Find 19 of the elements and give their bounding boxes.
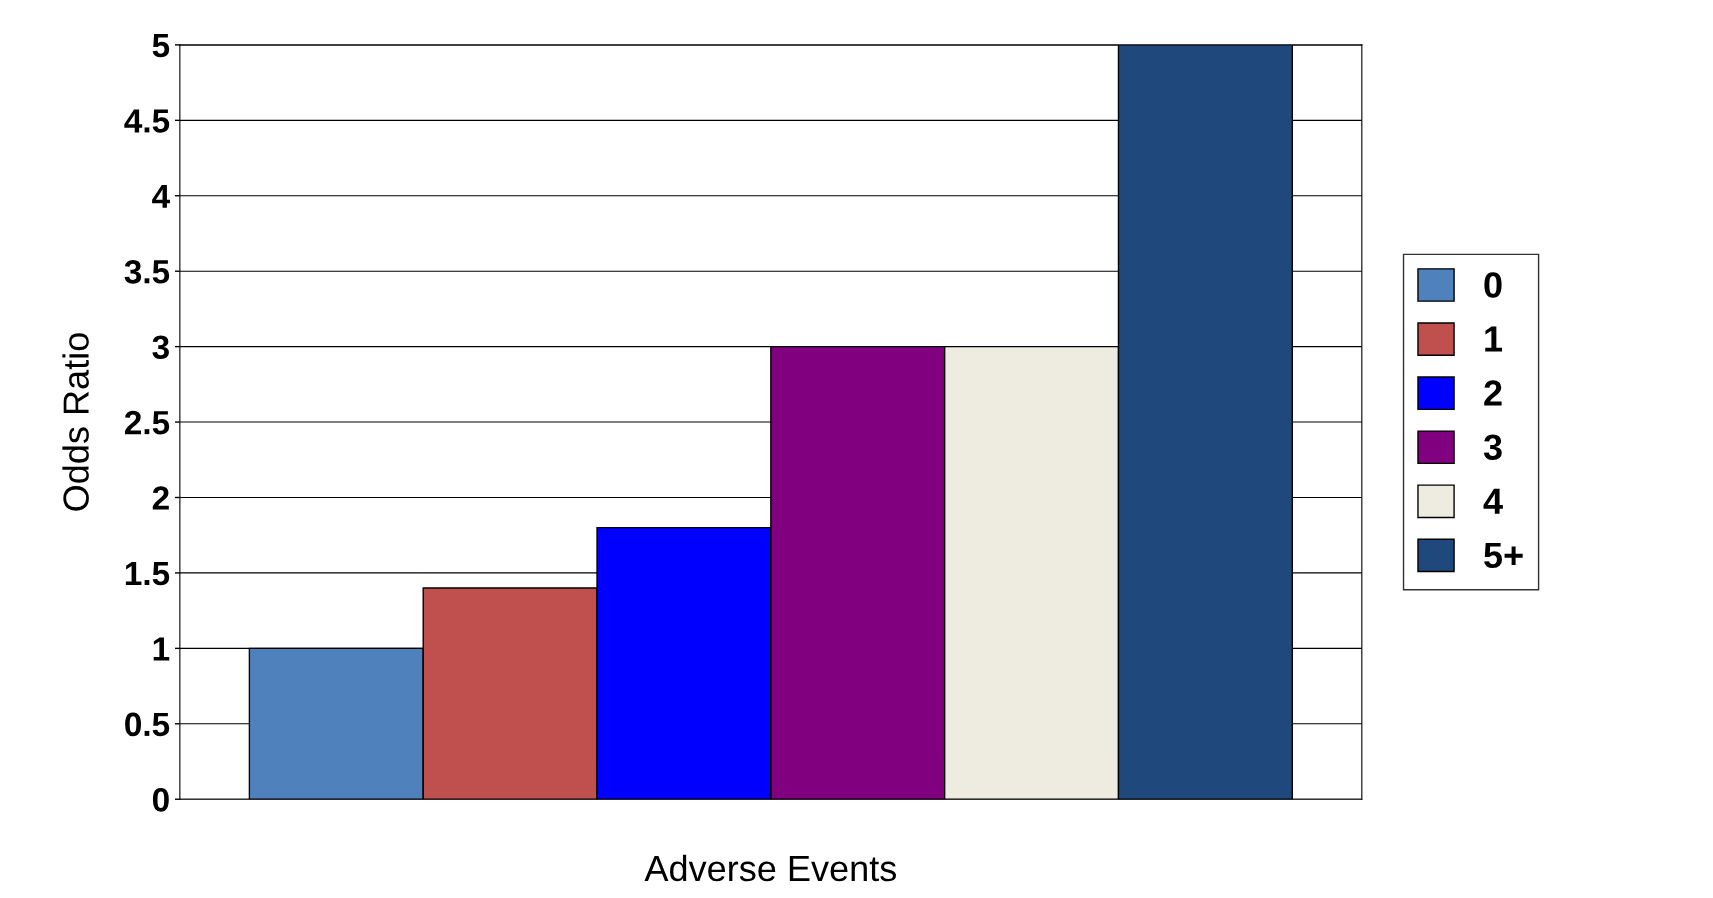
x-axis-title: Adverse Events [644, 854, 896, 882]
y-tick-label: 0 [152, 788, 169, 812]
y-tick-label: 2.5 [124, 410, 170, 435]
y-tick-label: 4 [152, 184, 170, 208]
y-tick-label: 1.5 [125, 562, 170, 586]
y-tick-label: 4.5 [124, 109, 170, 133]
legend-label: 1 [1485, 326, 1503, 352]
y-tick-label: 2 [152, 486, 169, 510]
y-tick-label: 5 [152, 34, 170, 58]
legend-label: 5+ [1484, 542, 1523, 569]
y-axis-title: Odds Ratio [62, 333, 89, 511]
y-tick-label: 0.5 [125, 712, 170, 737]
y-tick-label: 3.5 [124, 260, 170, 284]
legend-label: 4 [1483, 488, 1503, 514]
legend-label: 2 [1484, 380, 1502, 406]
legend-label: 3 [1483, 434, 1502, 461]
legend-label: 0 [1484, 272, 1502, 298]
y-tick-label: 1 [153, 637, 170, 661]
y-tick-label: 3 [152, 335, 169, 360]
